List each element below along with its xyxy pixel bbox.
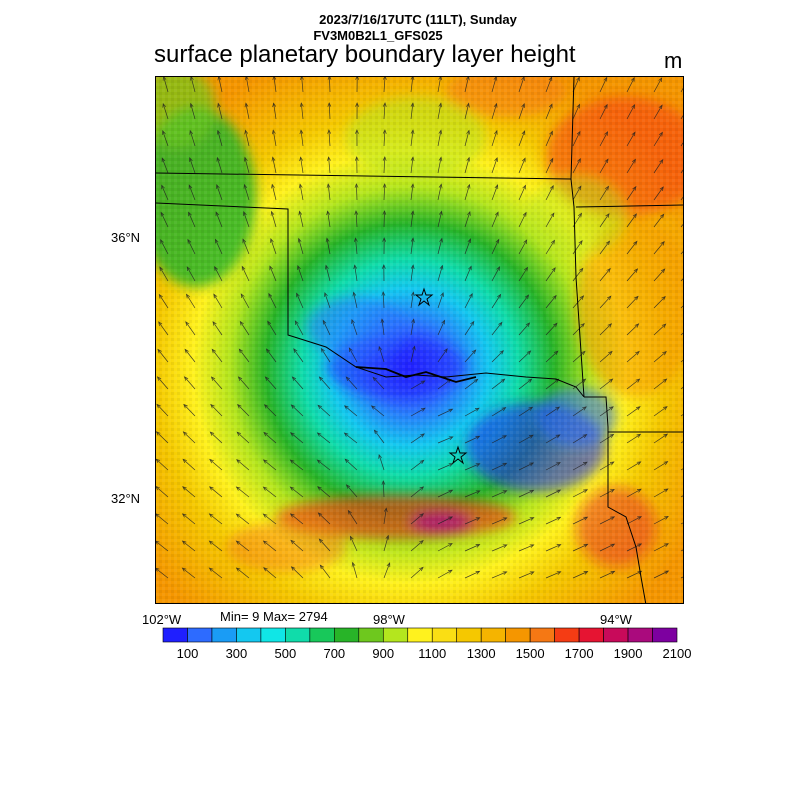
colorbar-label: 500 [274, 646, 297, 661]
colorbar-swatch [162, 627, 188, 643]
colorbar-swatch [211, 627, 237, 643]
units-label: m [664, 48, 683, 73]
colorbar-swatch [554, 627, 580, 643]
lat-label-36: 36°N [111, 230, 141, 245]
colorbar-swatch [627, 627, 653, 643]
colorbar-label: 2100 [662, 646, 692, 661]
colorbar-swatch [358, 627, 384, 643]
min-max-stats: Min= 9 Max= 2794 [220, 609, 328, 624]
colorbar [162, 627, 678, 643]
colorbar-swatch [382, 627, 409, 643]
colorbar-swatch [505, 627, 531, 643]
datetime-title: 2023/7/16/17UTC (11LT), Sunday [319, 12, 517, 27]
colorbar-label: 1300 [466, 646, 496, 661]
main-title: surface planetary boundary layer height [154, 41, 576, 68]
colorbar-swatch [456, 627, 482, 643]
colorbar-swatch [652, 627, 678, 643]
lat-label-32: 32°N [111, 491, 141, 506]
colorbar-swatch [334, 627, 360, 643]
model-title: FV3M0B2L1_GFS025 [313, 28, 443, 43]
colorbar-swatch [480, 627, 506, 643]
colorbar-label: 900 [372, 646, 395, 661]
colorbar-swatch [285, 627, 311, 643]
colorbar-swatch [407, 627, 433, 643]
colorbar-label: 1700 [564, 646, 594, 661]
colorbar-swatch [431, 627, 458, 643]
wind-vectors [156, 77, 683, 579]
pblh-field [156, 77, 683, 603]
colorbar-swatch [260, 627, 286, 643]
lon-label-98: 98°W [373, 612, 405, 627]
colorbar-label: 300 [225, 646, 248, 661]
colorbar-swatch [529, 627, 555, 643]
colorbar-swatch [603, 627, 629, 643]
colorbar-swatch [187, 627, 213, 643]
state-boundaries [156, 77, 683, 603]
colorbar-label: 1100 [418, 646, 447, 661]
station-markers [414, 287, 468, 465]
colorbar-label: 1900 [613, 646, 643, 661]
colorbar-label: 1500 [515, 646, 545, 661]
colorbar-label: 100 [176, 646, 199, 661]
lon-label-94: 94°W [600, 612, 632, 627]
colorbar-swatch [309, 627, 335, 643]
map-panel [155, 76, 684, 604]
lon-label-102: 102°W [142, 612, 182, 627]
colorbar-swatch [236, 627, 262, 643]
colorbar-swatch [578, 627, 604, 643]
colorbar-label: 700 [323, 646, 346, 661]
